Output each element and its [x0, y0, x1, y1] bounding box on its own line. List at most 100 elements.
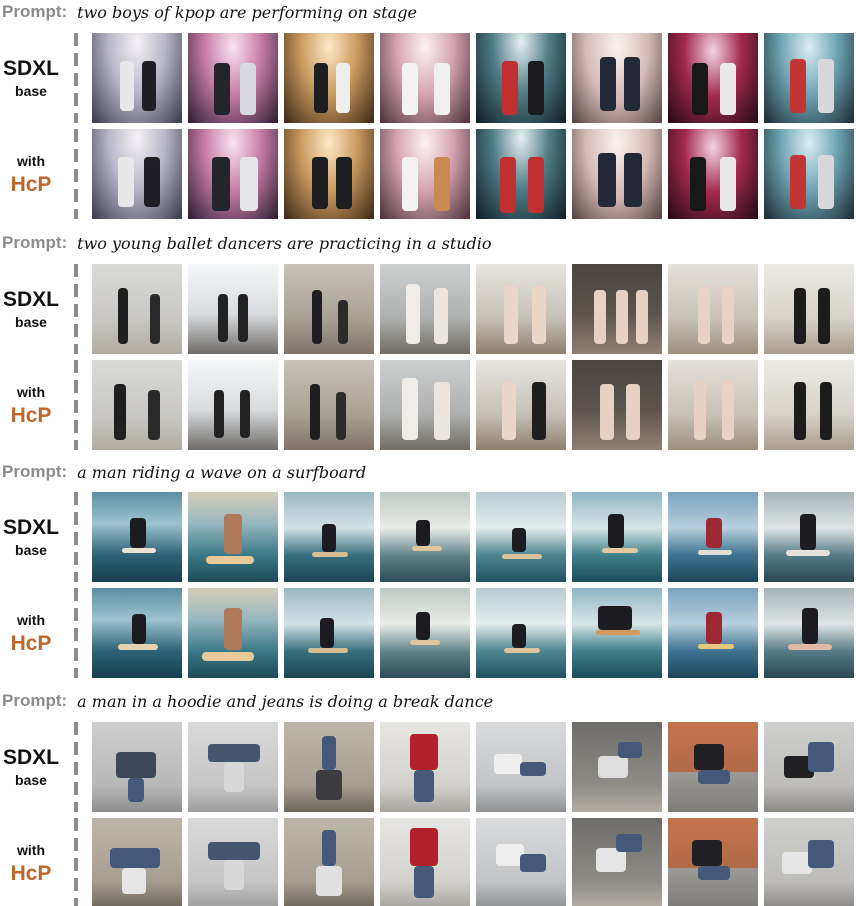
- generated-image: [92, 264, 182, 354]
- generated-image: [668, 722, 758, 812]
- row-sdxl-base: SDXL base: [0, 33, 856, 123]
- prompt-text: a man in a hoodie and jeans is doing a b…: [77, 691, 494, 711]
- dashed-divider: [74, 360, 78, 450]
- generated-image: [668, 33, 758, 123]
- image-strip: [92, 264, 854, 354]
- generated-image: [284, 722, 374, 812]
- generated-image: [92, 588, 182, 678]
- prompt-row: Prompt: a man riding a wave on a surfboa…: [0, 460, 366, 484]
- generated-image: [764, 33, 854, 123]
- label-sdxl: SDXL: [2, 745, 59, 769]
- row-label-hcp: with HcP: [0, 129, 62, 219]
- generated-image: [476, 492, 566, 582]
- dashed-divider: [74, 264, 78, 354]
- generated-image: [380, 33, 470, 123]
- label-hcp: HcP: [10, 631, 52, 655]
- generated-image: [572, 588, 662, 678]
- generated-image: [284, 492, 374, 582]
- generated-image: [764, 722, 854, 812]
- row-sdxl-base: SDXL base: [0, 722, 856, 812]
- generated-image: [284, 129, 374, 219]
- dashed-divider: [74, 492, 78, 582]
- generated-image: [92, 722, 182, 812]
- dashed-divider: [74, 722, 78, 812]
- label-with: with: [17, 383, 45, 400]
- generated-image: [380, 588, 470, 678]
- image-strip: [92, 818, 854, 906]
- generated-image: [572, 492, 662, 582]
- generated-image: [668, 492, 758, 582]
- generated-image: [764, 129, 854, 219]
- row-label-hcp: with HcP: [0, 588, 62, 678]
- generated-image: [380, 818, 470, 906]
- generated-image: [668, 264, 758, 354]
- generated-image: [476, 818, 566, 906]
- generated-image: [188, 492, 278, 582]
- image-strip: [92, 33, 854, 123]
- dashed-divider: [74, 129, 78, 219]
- image-strip: [92, 360, 854, 450]
- generated-image: [380, 722, 470, 812]
- generated-image: [764, 588, 854, 678]
- generated-image: [188, 264, 278, 354]
- row-label-base: SDXL base: [0, 492, 62, 582]
- row-sdxl-base: SDXL base: [0, 264, 856, 354]
- row-label-base: SDXL base: [0, 264, 62, 354]
- generated-image: [572, 264, 662, 354]
- label-with: with: [17, 611, 45, 628]
- generated-image: [92, 492, 182, 582]
- prompt-text: a man riding a wave on a surfboard: [77, 462, 367, 482]
- generated-image: [380, 360, 470, 450]
- generated-image: [92, 818, 182, 906]
- generated-image: [764, 492, 854, 582]
- generated-image: [92, 360, 182, 450]
- row-label-base: SDXL base: [0, 722, 62, 812]
- generated-image: [572, 129, 662, 219]
- label-hcp: HcP: [10, 403, 52, 427]
- prompt-label: Prompt:: [2, 691, 68, 710]
- generated-image: [380, 264, 470, 354]
- generated-image: [764, 818, 854, 906]
- prompt-label: Prompt:: [2, 462, 68, 481]
- dashed-divider: [74, 588, 78, 678]
- row-sdxl-base: SDXL base: [0, 492, 856, 582]
- dashed-divider: [74, 33, 78, 123]
- generated-image: [668, 588, 758, 678]
- generated-image: [572, 33, 662, 123]
- generated-image: [188, 722, 278, 812]
- row-with-hcp: with HcP: [0, 588, 856, 678]
- label-sdxl: SDXL: [2, 515, 59, 539]
- image-strip: [92, 722, 854, 812]
- generated-image: [188, 129, 278, 219]
- generated-image: [380, 492, 470, 582]
- generated-image: [572, 722, 662, 812]
- label-with: with: [17, 152, 45, 169]
- label-sdxl: SDXL: [2, 287, 59, 311]
- row-label-hcp: with HcP: [0, 818, 62, 906]
- row-with-hcp: with HcP: [0, 818, 856, 906]
- generated-image: [188, 33, 278, 123]
- generated-image: [284, 818, 374, 906]
- prompt-row: Prompt: a man in a hoodie and jeans is d…: [0, 689, 493, 713]
- image-strip: [92, 492, 854, 582]
- row-with-hcp: with HcP: [0, 360, 856, 450]
- generated-image: [380, 129, 470, 219]
- row-label-base: SDXL base: [0, 33, 62, 123]
- label-with: with: [17, 841, 45, 858]
- generated-image: [572, 360, 662, 450]
- generated-image: [668, 818, 758, 906]
- prompt-row: Prompt: two boys of kpop are performing …: [0, 0, 417, 24]
- prompt-text: two boys of kpop are performing on stage: [77, 2, 417, 22]
- generated-image: [476, 33, 566, 123]
- generated-image: [284, 33, 374, 123]
- generated-image: [188, 360, 278, 450]
- generated-image: [476, 588, 566, 678]
- generated-image: [284, 360, 374, 450]
- generated-image: [668, 129, 758, 219]
- row-with-hcp: with HcP: [0, 129, 856, 219]
- generated-image: [764, 264, 854, 354]
- generated-image: [764, 360, 854, 450]
- label-hcp: HcP: [10, 861, 52, 885]
- generated-image: [476, 129, 566, 219]
- prompt-row: Prompt: two young ballet dancers are pra…: [0, 231, 492, 255]
